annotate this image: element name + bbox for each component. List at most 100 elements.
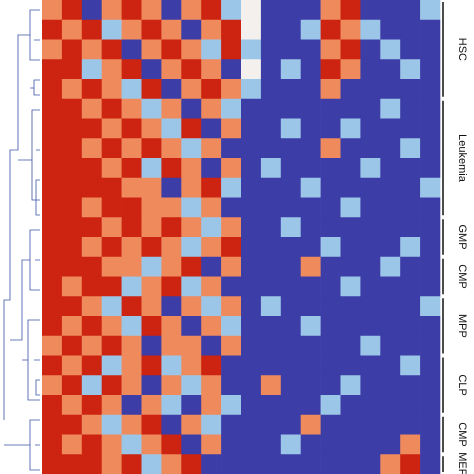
cell [280, 79, 301, 100]
cell [201, 316, 222, 337]
cell [81, 39, 102, 60]
cell [121, 59, 142, 80]
cell [340, 138, 361, 159]
cell [400, 296, 421, 317]
group-label: MPP [456, 314, 468, 338]
cell [201, 335, 222, 356]
cell [81, 197, 102, 218]
cell [280, 217, 301, 238]
cell [101, 414, 122, 435]
cell [420, 237, 441, 258]
cell [221, 237, 242, 258]
cell [42, 414, 63, 435]
cell [61, 454, 83, 474]
cell [81, 237, 102, 258]
group-labels: HSC Leukemia GMP CMP MPP CLP CMP MEP [442, 2, 468, 474]
cell [320, 217, 341, 238]
cell [380, 158, 401, 179]
cell [300, 414, 321, 435]
cell [280, 197, 301, 218]
cell [161, 217, 182, 238]
cell [221, 395, 242, 416]
cell [221, 217, 242, 238]
cell [360, 276, 381, 297]
cell [420, 177, 441, 198]
cell [260, 79, 282, 100]
cell [141, 454, 162, 474]
cell [280, 375, 301, 396]
cell [241, 79, 262, 100]
cell [81, 276, 102, 297]
cell [340, 197, 361, 218]
cell [241, 217, 262, 238]
cell [181, 118, 202, 139]
cell [42, 355, 63, 376]
cell [340, 158, 361, 179]
cell [221, 39, 242, 60]
cell [380, 197, 401, 218]
cell [42, 237, 63, 258]
cell [260, 276, 282, 297]
cell [42, 335, 63, 356]
cell [181, 395, 202, 416]
cell [340, 335, 361, 356]
cell [420, 375, 441, 396]
cell [42, 434, 63, 455]
cell [61, 217, 83, 238]
cell [320, 434, 341, 455]
cell [360, 19, 381, 40]
cell [320, 0, 341, 21]
cell [280, 395, 301, 416]
cell [161, 414, 182, 435]
cell [260, 434, 282, 455]
cell [320, 454, 341, 474]
cell [380, 434, 401, 455]
cell [300, 118, 321, 139]
cell [81, 0, 102, 21]
cell [161, 39, 182, 60]
cell [380, 454, 401, 474]
cell [241, 197, 262, 218]
cell [201, 217, 222, 238]
cell [300, 237, 321, 258]
cell [340, 237, 361, 258]
cell [380, 414, 401, 435]
cell [121, 118, 142, 139]
cell [201, 237, 222, 258]
cell [61, 414, 83, 435]
cell [42, 0, 63, 21]
cell [101, 276, 122, 297]
cell [360, 59, 381, 80]
cell [260, 217, 282, 238]
cell [181, 59, 202, 80]
cell [340, 217, 361, 238]
cell [221, 256, 242, 277]
cell [300, 395, 321, 416]
cell [300, 375, 321, 396]
cell [141, 276, 162, 297]
cell [260, 0, 282, 21]
cell [161, 256, 182, 277]
cell [280, 59, 301, 80]
cell [320, 237, 341, 258]
cell [280, 434, 301, 455]
cell [300, 335, 321, 356]
cell [201, 355, 222, 376]
cell [121, 0, 142, 21]
cell [420, 316, 441, 337]
cell [340, 414, 361, 435]
cell [380, 217, 401, 238]
cell [121, 19, 142, 40]
cell [141, 335, 162, 356]
cell [181, 177, 202, 198]
cell [320, 335, 341, 356]
cell [260, 197, 282, 218]
cell [260, 375, 282, 396]
cell [241, 177, 262, 198]
cell [101, 355, 122, 376]
cell [420, 19, 441, 40]
cell [101, 158, 122, 179]
cell [121, 79, 142, 100]
cell [380, 335, 401, 356]
